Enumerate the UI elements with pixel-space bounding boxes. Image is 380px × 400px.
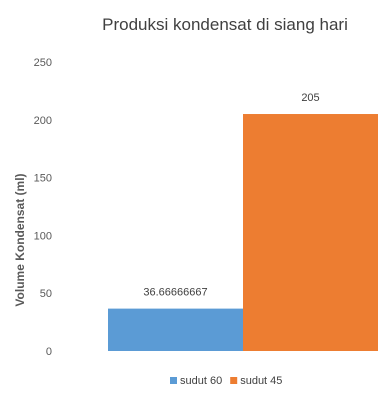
bar-sudut-60 <box>108 308 243 351</box>
y-axis-ticks: 0 50 100 150 200 250 <box>34 57 52 358</box>
y-tick-label: 200 <box>34 115 52 127</box>
y-tick-label: 250 <box>34 57 52 69</box>
legend: sudut 60 sudut 45 <box>170 375 282 387</box>
y-tick-label: 0 <box>46 346 52 358</box>
legend-label: sudut 45 <box>240 375 282 387</box>
y-tick-label: 50 <box>40 288 52 300</box>
y-tick-label: 150 <box>34 173 52 185</box>
chart-title: Produksi kondensat di siang hari <box>102 15 348 34</box>
data-labels: 36.66666667 205 <box>143 92 319 299</box>
legend-swatch <box>170 377 177 384</box>
bars <box>108 114 378 352</box>
y-tick-label: 100 <box>34 230 52 242</box>
bar-sudut-45 <box>243 114 378 352</box>
y-axis-label: Volume Kondensat (ml) <box>13 173 27 306</box>
data-label: 36.66666667 <box>143 287 207 299</box>
legend-swatch <box>230 377 238 384</box>
legend-label: sudut 60 <box>180 375 222 387</box>
data-label: 205 <box>301 92 319 104</box>
